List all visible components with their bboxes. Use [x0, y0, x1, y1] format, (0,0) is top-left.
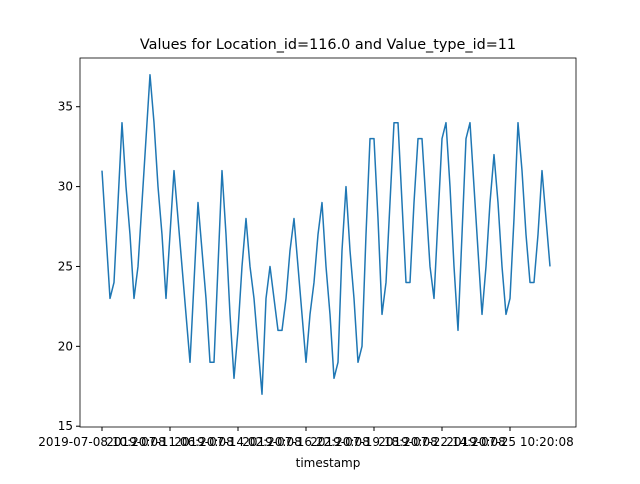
x-tick-label: 2019-07-14 02:20:08 [174, 435, 301, 449]
x-tick-label: 2019-07-11 06:20:08 [106, 435, 233, 449]
x-axis-label: timestamp [296, 456, 361, 470]
x-tick-label: 2019-07-08 10:20:08 [38, 435, 165, 449]
chart-title: Values for Location_id=116.0 and Value_t… [140, 37, 516, 53]
y-tick-label: 25 [58, 259, 73, 273]
x-tick-label: 2019-07-16 22:20:08 [242, 435, 369, 449]
line-series [101, 74, 551, 395]
x-tick-label: 2019-07-19 18:20:08 [310, 435, 437, 449]
y-tick-label: 30 [58, 180, 73, 194]
y-tick-label: 35 [58, 100, 73, 114]
x-tick-label: 2019-07-22 14:20:08 [378, 435, 505, 449]
y-tick-label: 20 [58, 339, 73, 353]
y-tick-label: 15 [58, 419, 73, 433]
plot-frame [79, 57, 577, 428]
x-tick-label: 2019-07-25 10:20:08 [446, 435, 573, 449]
